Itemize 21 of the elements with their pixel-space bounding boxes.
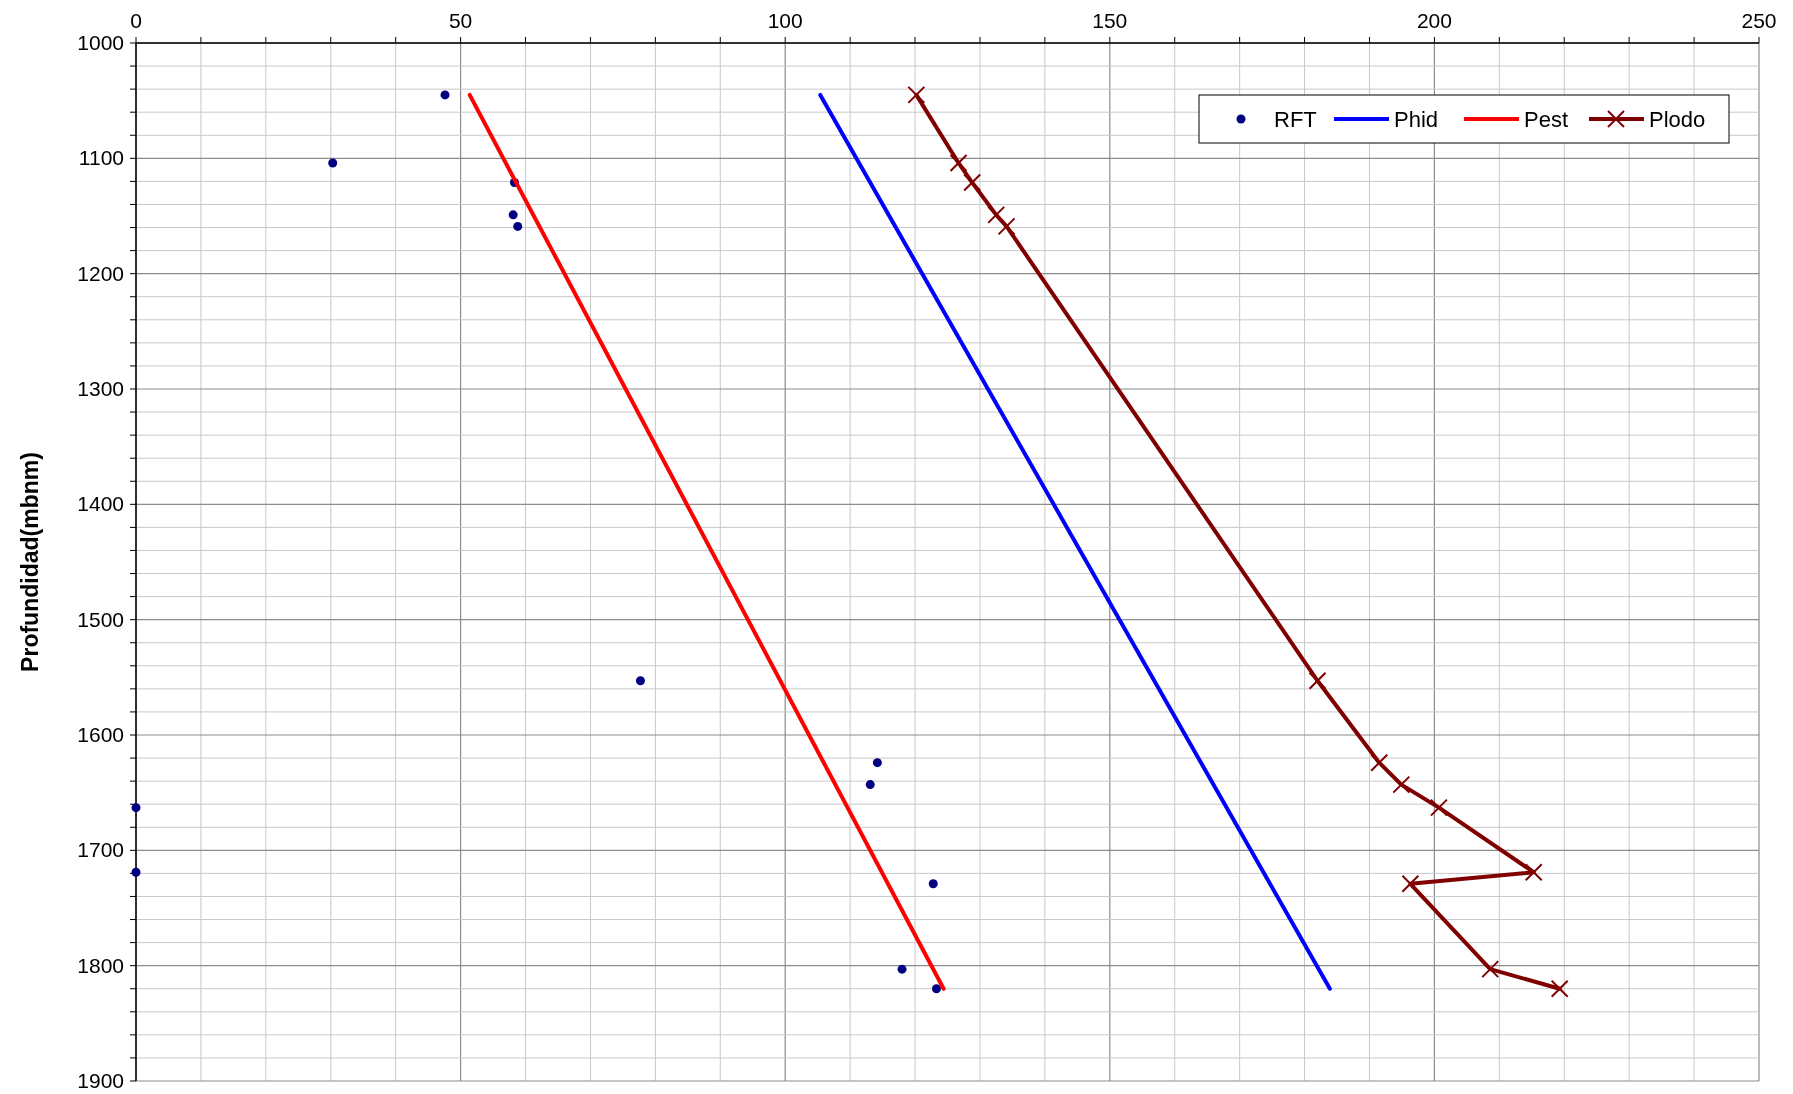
y-tick-label: 1000 [77, 31, 124, 54]
y-axis-title: Profundidad(mbnm) [17, 452, 43, 672]
legend-label: Plodo [1649, 107, 1706, 132]
legend-label: RFT [1274, 107, 1317, 132]
y-tick-label: 1600 [77, 723, 124, 746]
y-tick-label: 1800 [77, 953, 124, 977]
legend-label: Phid [1394, 107, 1439, 132]
y-tick-label: 1200 [77, 261, 124, 285]
y-tick-label: 1700 [77, 838, 124, 862]
x-tick-label: 150 [1092, 9, 1128, 32]
x-tick-label: 50 [448, 9, 473, 32]
y-tick-label: 1500 [77, 607, 124, 631]
x-tick-label: 250 [1741, 9, 1777, 32]
y-tick-label: 1400 [77, 492, 124, 516]
y-tick-label: 1100 [78, 146, 124, 170]
legend-label: Pest [1524, 107, 1569, 132]
y-tick-label: 1300 [77, 377, 124, 400]
x-tick-label: 0 [130, 9, 142, 32]
x-tick-label: 100 [767, 9, 803, 32]
x-tick-label: 200 [1416, 9, 1452, 32]
y-tick-label: 1900 [77, 1069, 124, 1092]
